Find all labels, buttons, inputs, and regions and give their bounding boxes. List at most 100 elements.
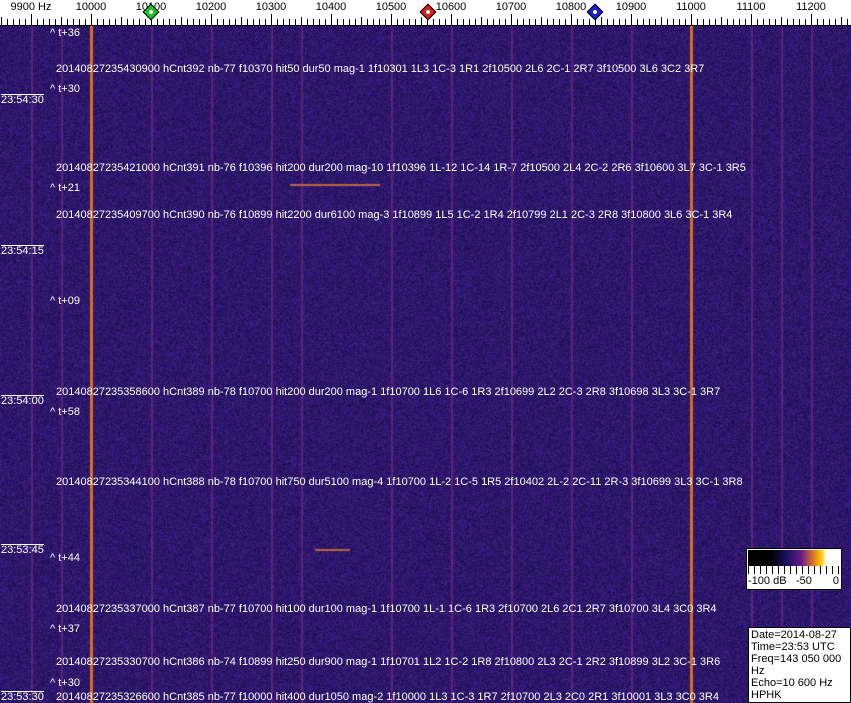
freq-tick bbox=[25, 19, 26, 25]
freq-tick bbox=[637, 19, 638, 25]
freq-tick bbox=[67, 19, 68, 25]
freq-label: 10900 bbox=[615, 1, 647, 13]
event-annotation: 20140827235330700 hCnt386 nb-74 f10899 h… bbox=[56, 656, 721, 668]
freq-tick bbox=[523, 19, 524, 25]
freq-tick bbox=[403, 19, 404, 25]
freq-tick bbox=[727, 19, 728, 25]
freq-tick bbox=[223, 19, 224, 25]
freq-tick bbox=[373, 19, 374, 25]
freq-tick bbox=[103, 19, 104, 25]
freq-tick bbox=[79, 19, 80, 25]
freq-tick bbox=[1, 17, 2, 25]
freq-tick bbox=[409, 19, 410, 25]
freq-tick bbox=[313, 19, 314, 25]
freq-tick bbox=[253, 19, 254, 25]
freq-label: 10300 bbox=[255, 1, 287, 13]
freq-tick bbox=[655, 19, 656, 25]
freq-tick bbox=[691, 14, 692, 25]
freq-tick bbox=[589, 19, 590, 25]
freq-tick bbox=[631, 14, 632, 25]
freq-tick bbox=[559, 19, 560, 25]
freq-tick bbox=[601, 17, 602, 25]
freq-tick bbox=[235, 19, 236, 25]
freq-tick bbox=[385, 19, 386, 25]
freq-tick bbox=[535, 19, 536, 25]
freq-tick bbox=[529, 19, 530, 25]
freq-tick bbox=[673, 19, 674, 25]
freq-label: 10700 bbox=[495, 1, 527, 13]
freq-tick bbox=[805, 19, 806, 25]
freq-tick bbox=[583, 19, 584, 25]
freq-label: 10400 bbox=[315, 1, 347, 13]
freq-label: 11000 bbox=[676, 1, 706, 13]
freq-tick bbox=[19, 19, 20, 25]
freq-tick bbox=[823, 19, 824, 25]
freq-tick bbox=[7, 19, 8, 25]
freq-tick bbox=[157, 19, 158, 25]
freq-tick bbox=[241, 17, 242, 25]
freq-tick bbox=[367, 19, 368, 25]
freq-tick bbox=[475, 19, 476, 25]
freq-tick bbox=[355, 19, 356, 25]
freq-label: 10000 bbox=[75, 1, 107, 13]
freq-tick bbox=[433, 19, 434, 25]
freq-tick bbox=[751, 14, 752, 25]
freq-tick bbox=[463, 19, 464, 25]
freq-label: 10200 bbox=[195, 1, 227, 13]
freq-tick bbox=[739, 19, 740, 25]
freq-tick bbox=[169, 19, 170, 25]
freq-tick bbox=[451, 14, 452, 25]
freq-tick bbox=[277, 19, 278, 25]
freq-tick bbox=[679, 19, 680, 25]
freq-label: 9900 Hz bbox=[10, 1, 52, 13]
freq-label: 11200 bbox=[796, 1, 826, 13]
freq-tick bbox=[337, 19, 338, 25]
freq-tick bbox=[61, 17, 62, 25]
freq-tick bbox=[397, 19, 398, 25]
freq-tick bbox=[175, 19, 176, 25]
freq-tick bbox=[163, 19, 164, 25]
freq-tick bbox=[469, 19, 470, 25]
freq-tick bbox=[415, 19, 416, 25]
freq-tick bbox=[667, 19, 668, 25]
color-scale-legend: -100 dB -50 0 bbox=[746, 548, 842, 590]
freq-tick bbox=[37, 19, 38, 25]
time-offset-mark: ^ t+36 bbox=[50, 27, 80, 39]
freq-tick bbox=[379, 19, 380, 25]
freq-label: 10500 bbox=[375, 1, 407, 13]
freq-tick bbox=[31, 14, 32, 25]
freq-tick bbox=[775, 19, 776, 25]
freq-tick bbox=[577, 19, 578, 25]
legend-label-min: -100 dB bbox=[748, 575, 787, 587]
frequency-axis[interactable]: 9900 Hz100001010010200103001040010500106… bbox=[0, 0, 851, 26]
freq-tick bbox=[271, 14, 272, 25]
freq-label: 10600 bbox=[435, 1, 467, 13]
event-annotation: 20140827235358600 hCnt389 nb-78 f10700 h… bbox=[56, 386, 721, 398]
freq-tick bbox=[349, 19, 350, 25]
freq-tick bbox=[553, 19, 554, 25]
freq-tick bbox=[733, 19, 734, 25]
freq-tick bbox=[541, 17, 542, 25]
freq-tick bbox=[115, 19, 116, 25]
freq-tick bbox=[745, 19, 746, 25]
color-scale-ticks bbox=[748, 566, 840, 574]
time-label: 23:54:15 bbox=[1, 245, 44, 257]
time-offset-mark: ^ t+30 bbox=[50, 677, 80, 689]
freq-tick bbox=[427, 19, 428, 25]
freq-tick bbox=[445, 19, 446, 25]
freq-tick bbox=[301, 17, 302, 25]
info-date-time: Date=2014-08-27 Time=23:53 UTC bbox=[751, 629, 837, 653]
freq-tick bbox=[319, 19, 320, 25]
freq-tick bbox=[247, 19, 248, 25]
event-annotation: 20140827235409700 hCnt390 nb-76 f10899 h… bbox=[56, 209, 733, 221]
freq-tick bbox=[91, 14, 92, 25]
freq-tick bbox=[757, 19, 758, 25]
event-annotation: 20140827235430900 hCnt392 nb-77 f10370 h… bbox=[56, 63, 705, 75]
red-marker-icon[interactable] bbox=[419, 3, 437, 21]
event-annotation: 20140827235326600 hCnt385 nb-77 f10000 h… bbox=[56, 691, 719, 703]
freq-tick bbox=[49, 19, 50, 25]
freq-tick bbox=[841, 17, 842, 25]
freq-tick bbox=[547, 19, 548, 25]
freq-tick bbox=[517, 19, 518, 25]
freq-tick bbox=[211, 14, 212, 25]
